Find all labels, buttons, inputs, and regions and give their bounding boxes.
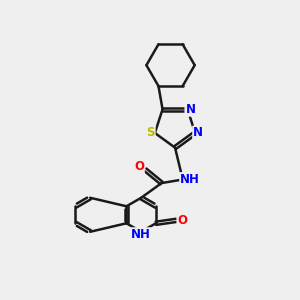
Text: NH: NH — [131, 228, 151, 241]
Text: N: N — [185, 103, 195, 116]
Text: O: O — [134, 160, 144, 173]
Text: NH: NH — [180, 173, 200, 186]
Text: O: O — [177, 214, 188, 227]
Text: N: N — [193, 127, 203, 140]
Text: S: S — [146, 127, 155, 140]
